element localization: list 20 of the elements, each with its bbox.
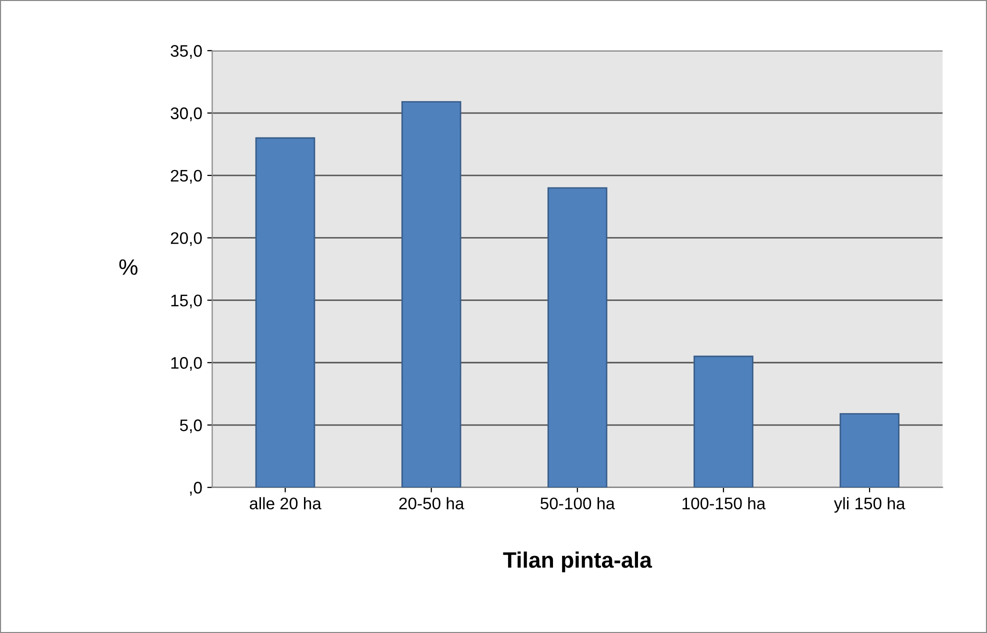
y-tick-label: 35,0 xyxy=(170,45,202,59)
bar xyxy=(401,101,462,488)
x-tick-label: yli 150 ha xyxy=(834,497,906,513)
x-tick-label: 20-50 ha xyxy=(399,497,464,510)
y-tick-label: 10,0 xyxy=(171,357,202,371)
bar xyxy=(547,187,608,488)
bar xyxy=(255,137,316,488)
x-tick-label: 50-100 ha xyxy=(540,497,615,510)
y-tick-label: 20,0 xyxy=(170,232,202,246)
x-tick-label: 100-150 ha xyxy=(682,497,766,510)
x-axis-title: Tilan pinta-ala xyxy=(503,552,652,572)
y-tick-label: 25,0 xyxy=(170,170,202,184)
y-tick-label: 15,0 xyxy=(171,294,202,308)
bar xyxy=(840,413,900,488)
y-tick-label: 5,0 xyxy=(180,419,202,434)
x-tick-label: alle 20 ha xyxy=(250,497,322,510)
y-tick-label: ,0 xyxy=(190,482,202,496)
bar xyxy=(694,356,754,488)
y-tick-label: 30,0 xyxy=(170,107,202,122)
y-axis-title: % xyxy=(119,259,138,275)
